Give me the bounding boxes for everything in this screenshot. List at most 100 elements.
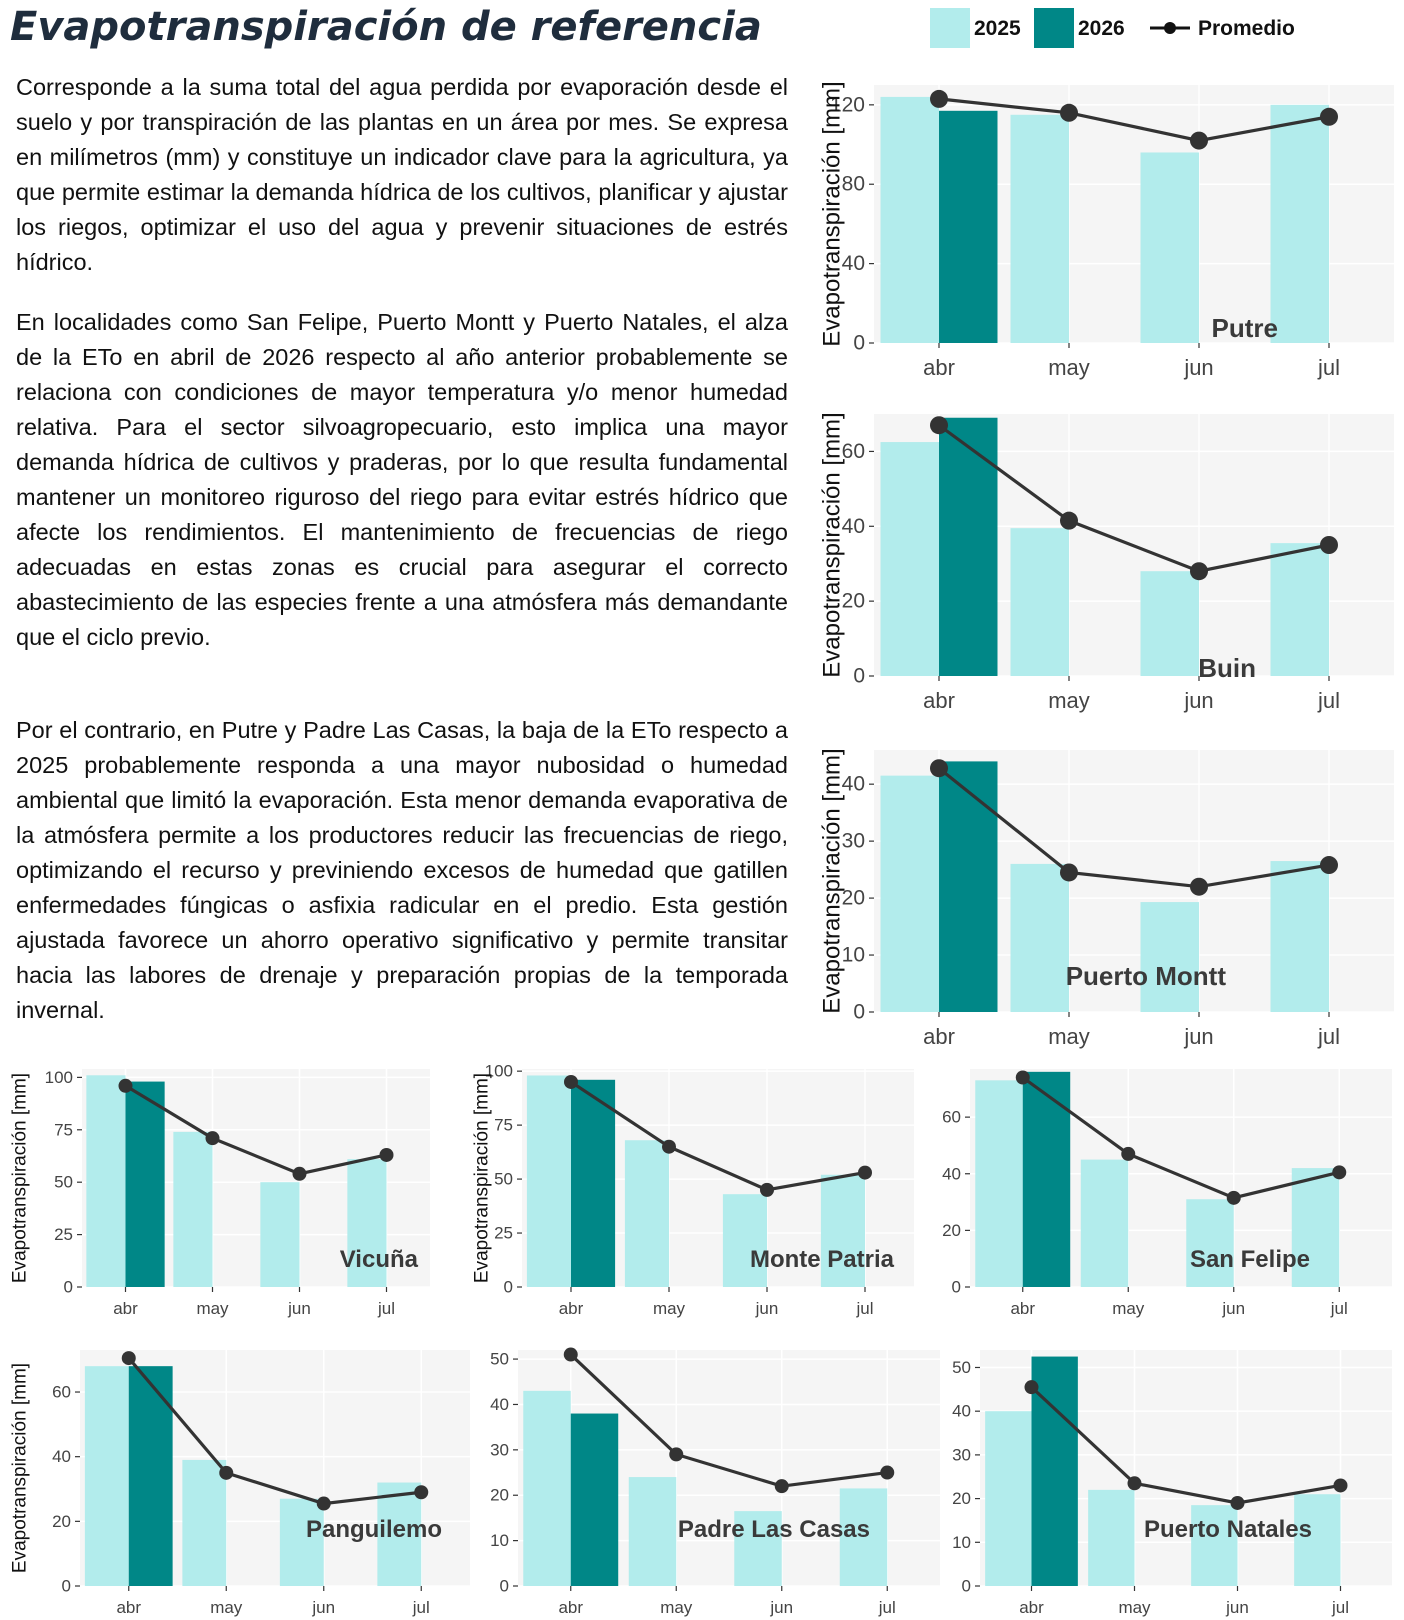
bar-2025-jun — [1191, 1505, 1238, 1586]
promedio-point-jun — [774, 1479, 789, 1494]
page-title: Evapotranspiración de referencia — [10, 4, 762, 50]
y-tick-label: 75 — [494, 1116, 513, 1135]
bar-2026-abr — [128, 1366, 173, 1586]
y-tick-label: 80 — [842, 173, 865, 196]
bar-2025-may — [182, 1459, 227, 1586]
bar-2025-abr — [526, 1075, 571, 1287]
y-tick-label: 30 — [842, 830, 865, 853]
y-tick-label: 20 — [942, 1221, 961, 1240]
y-axis-title: Evapotranspiración [mm] — [819, 748, 846, 1013]
x-tick-label: jun — [1225, 1598, 1249, 1617]
promedio-line — [127, 1357, 422, 1506]
y-tick-label: 50 — [952, 1358, 971, 1377]
promedio-line — [938, 97, 1330, 143]
promedio-line — [1021, 1076, 1340, 1200]
promedio-point-jun — [1190, 877, 1208, 896]
x-tick-label: jul — [1317, 688, 1340, 713]
x-tick-label: abr — [559, 1299, 584, 1318]
chart-vicuna: 0 25 50 75 100 Vicuña abr may jun jul Evapotranspi… — [10, 1068, 430, 1318]
bar-2025-jun — [1140, 902, 1199, 1012]
bar-2026-abr — [571, 1079, 616, 1287]
y-tick-label: 75 — [54, 1120, 73, 1139]
legend-line-icon — [1150, 22, 1190, 34]
y-tick-label: 20 — [952, 1489, 971, 1508]
x-tick-label: jul — [1331, 1598, 1349, 1617]
promedio-point-may — [205, 1131, 220, 1146]
x-tick-label: abr — [558, 1598, 583, 1617]
x-tick-label: may — [1118, 1598, 1151, 1617]
bar-2025-jun — [1186, 1199, 1234, 1287]
legend-label-2025: 2025 — [974, 17, 1021, 40]
x-tick-label: jul — [1317, 1024, 1340, 1049]
x-tick-label: abr — [923, 355, 955, 380]
bar-2026-abr — [939, 110, 998, 343]
y-tick-label: 0 — [853, 665, 865, 688]
bar-2026-abr — [125, 1081, 165, 1287]
promedio-point-abr — [564, 1074, 578, 1089]
x-tick-label: jun — [769, 1598, 793, 1617]
y-tick-label: 30 — [490, 1440, 509, 1459]
y-axis-title: Evapotranspiración [mm] — [472, 1073, 493, 1283]
x-tick-label: jun — [1183, 1024, 1213, 1049]
promedio-point-may — [219, 1465, 234, 1480]
paragraph-1: Corresponde a la suma total del agua per… — [16, 74, 788, 275]
bar-2025-may — [628, 1477, 677, 1586]
bar-2025-may — [1010, 863, 1069, 1012]
bar-2025-jul — [839, 1488, 888, 1586]
bar-2025-abr — [880, 96, 939, 344]
bar-2026-abr — [1031, 1356, 1078, 1586]
promedio-point-abr — [930, 89, 948, 108]
paragraph-2: En localidades como San Felipe, Puerto M… — [16, 309, 788, 650]
x-tick-label: abr — [1010, 1299, 1035, 1318]
station-label: Puerto Montt — [1066, 961, 1227, 991]
y-tick-label: 20 — [842, 887, 865, 910]
x-tick-label: may — [196, 1299, 229, 1318]
promedio-point-jul — [1320, 107, 1338, 126]
promedio-line — [937, 766, 1330, 889]
legend-label-2026: 2026 — [1078, 17, 1125, 40]
promedio-line — [570, 1080, 866, 1192]
promedio-point-abr — [563, 1347, 578, 1362]
y-tick-label: 40 — [842, 252, 865, 275]
promedio-point-jul — [414, 1485, 429, 1500]
station-label: Putre — [1212, 313, 1278, 343]
chart-buin: 0 20 40 60 Buin abr may jun jul Evapotranspiració… — [819, 412, 1394, 713]
y-tick-label: 20 — [490, 1486, 509, 1505]
promedio-line — [124, 1084, 387, 1176]
bar-2025-jul — [1270, 543, 1329, 676]
promedio-point-may — [662, 1139, 676, 1154]
chart-padre-las-casas: 0 10 20 30 40 50 Padre Las Casas abr may jun jul — [490, 1347, 940, 1617]
x-tick-label: may — [1048, 355, 1090, 380]
y-tick-label: 0 — [504, 1278, 513, 1297]
y-tick-label: 60 — [52, 1383, 71, 1402]
bar-2025-jun — [279, 1498, 324, 1586]
y-axis-title: Evapotranspiración [mm] — [10, 1073, 31, 1283]
y-tick-label: 10 — [842, 944, 865, 967]
promedio-point-jun — [1226, 1190, 1241, 1205]
y-tick-label: 0 — [853, 1001, 865, 1024]
y-tick-label: 60 — [842, 440, 865, 463]
legend-swatch-2025 — [930, 8, 970, 48]
x-tick-label: jun — [311, 1598, 335, 1617]
bar-2025-abr — [985, 1411, 1032, 1586]
promedio-point-abr — [118, 1078, 133, 1093]
bar-2025-jun — [260, 1182, 300, 1287]
y-tick-label: 10 — [952, 1533, 971, 1552]
bar-2025-jun — [1140, 152, 1199, 343]
y-tick-label: 0 — [500, 1577, 509, 1596]
station-label: Vicuña — [340, 1246, 419, 1273]
chart-monte-patria: 0 25 50 75 100 Monte Patria abr may jun jul Evapot… — [472, 1062, 914, 1318]
y-tick-label: 40 — [490, 1395, 509, 1414]
y-tick-label: 40 — [842, 773, 865, 796]
bar-2026-abr — [939, 761, 998, 1012]
x-tick-label: jul — [412, 1598, 430, 1617]
promedio-point-jun — [1190, 562, 1208, 581]
bar-2025-jun — [722, 1194, 767, 1287]
x-tick-label: jul — [377, 1299, 395, 1318]
bar-2025-abr — [523, 1390, 571, 1586]
y-tick-label: 120 — [830, 93, 865, 116]
bar-2025-abr — [880, 775, 939, 1012]
x-tick-label: jun — [1183, 355, 1213, 380]
promedio-point-jul — [858, 1165, 872, 1180]
promedio-point-abr — [1015, 1070, 1030, 1085]
